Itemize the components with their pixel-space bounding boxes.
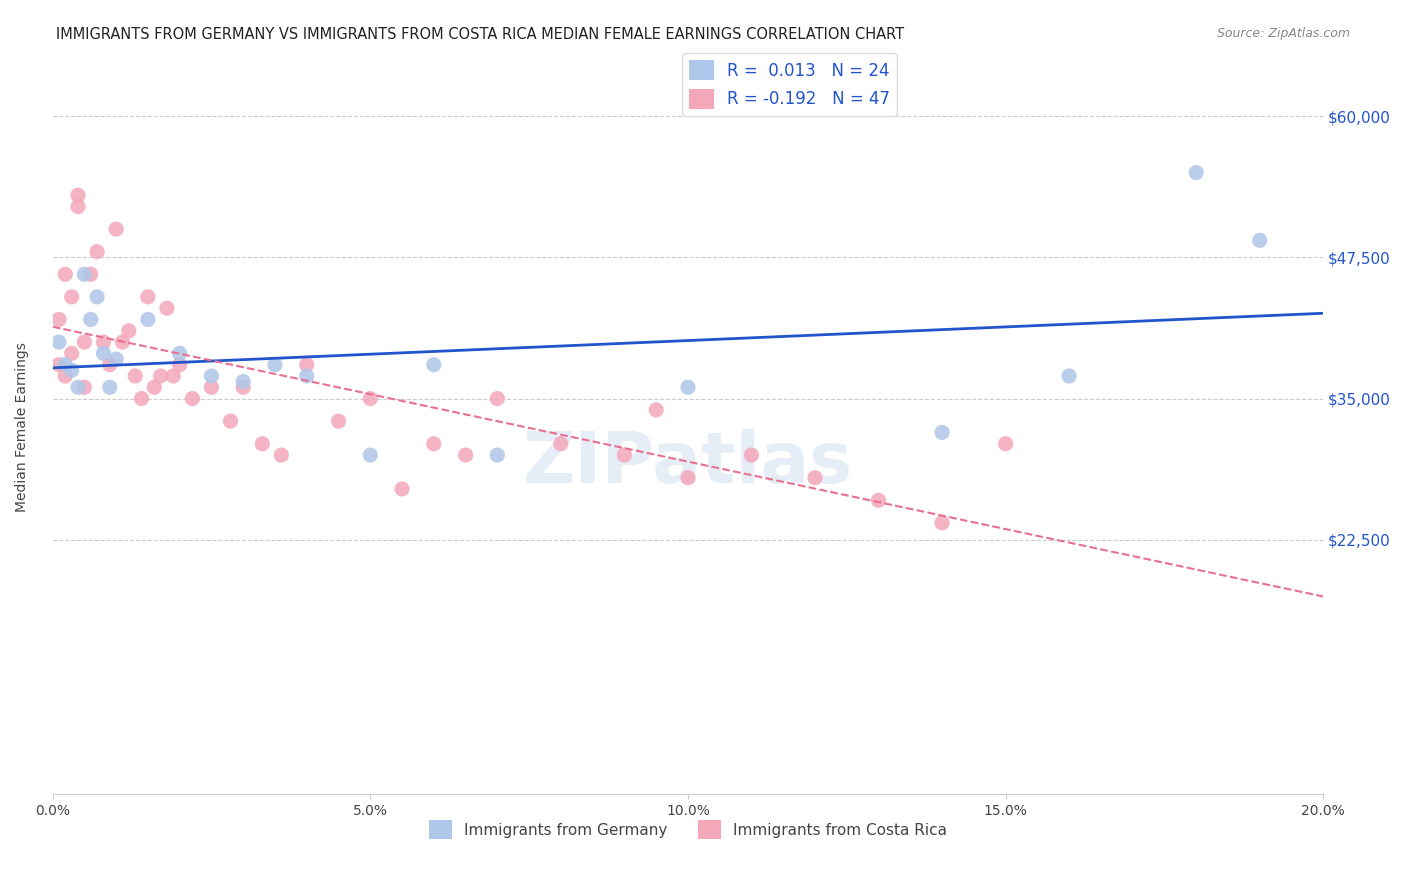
Point — [53, 358, 76, 372]
Point — [80, 312, 103, 326]
Text: Source: ZipAtlas.com: Source: ZipAtlas.com — [1216, 27, 1350, 40]
Point — [181, 392, 204, 406]
Point — [86, 244, 108, 259]
Point — [295, 358, 318, 372]
Text: ZIPatlas: ZIPatlas — [523, 429, 853, 498]
Point — [219, 414, 242, 428]
Point — [162, 368, 184, 383]
Point — [105, 222, 128, 236]
Point — [169, 358, 191, 372]
Point — [931, 516, 953, 530]
Point — [328, 414, 350, 428]
Point — [48, 334, 70, 349]
Point — [73, 380, 96, 394]
Point — [359, 392, 381, 406]
Point — [124, 368, 146, 383]
Point — [66, 199, 89, 213]
Point — [550, 436, 572, 450]
Point — [994, 436, 1017, 450]
Point — [93, 346, 115, 360]
Point — [454, 448, 477, 462]
Point — [1249, 233, 1271, 247]
Point — [118, 324, 141, 338]
Point — [53, 368, 76, 383]
Legend: Immigrants from Germany, Immigrants from Costa Rica: Immigrants from Germany, Immigrants from… — [423, 814, 953, 845]
Point — [93, 334, 115, 349]
Point — [111, 334, 134, 349]
Point — [868, 493, 890, 508]
Point — [486, 392, 509, 406]
Point — [136, 290, 159, 304]
Point — [105, 351, 128, 366]
Point — [486, 448, 509, 462]
Point — [423, 436, 446, 450]
Point — [86, 290, 108, 304]
Point — [613, 448, 636, 462]
Point — [931, 425, 953, 440]
Point — [149, 368, 172, 383]
Point — [645, 402, 668, 417]
Point — [295, 368, 318, 383]
Point — [1057, 368, 1080, 383]
Point — [66, 188, 89, 202]
Point — [60, 363, 83, 377]
Point — [264, 358, 287, 372]
Point — [53, 267, 76, 281]
Y-axis label: Median Female Earnings: Median Female Earnings — [15, 342, 30, 512]
Point — [98, 380, 121, 394]
Point — [359, 448, 381, 462]
Point — [270, 448, 292, 462]
Point — [804, 470, 827, 484]
Point — [48, 312, 70, 326]
Point — [1185, 165, 1208, 179]
Point — [200, 380, 222, 394]
Point — [740, 448, 762, 462]
Point — [73, 334, 96, 349]
Point — [98, 358, 121, 372]
Point — [676, 470, 699, 484]
Point — [156, 301, 179, 315]
Point — [136, 312, 159, 326]
Point — [676, 380, 699, 394]
Point — [423, 358, 446, 372]
Point — [252, 436, 274, 450]
Point — [143, 380, 166, 394]
Point — [80, 267, 103, 281]
Point — [73, 267, 96, 281]
Point — [66, 380, 89, 394]
Point — [60, 346, 83, 360]
Text: IMMIGRANTS FROM GERMANY VS IMMIGRANTS FROM COSTA RICA MEDIAN FEMALE EARNINGS COR: IMMIGRANTS FROM GERMANY VS IMMIGRANTS FR… — [56, 27, 904, 42]
Point — [200, 368, 222, 383]
Point — [169, 346, 191, 360]
Point — [232, 380, 254, 394]
Point — [391, 482, 413, 496]
Point — [232, 375, 254, 389]
Point — [60, 290, 83, 304]
Point — [48, 358, 70, 372]
Point — [131, 392, 153, 406]
